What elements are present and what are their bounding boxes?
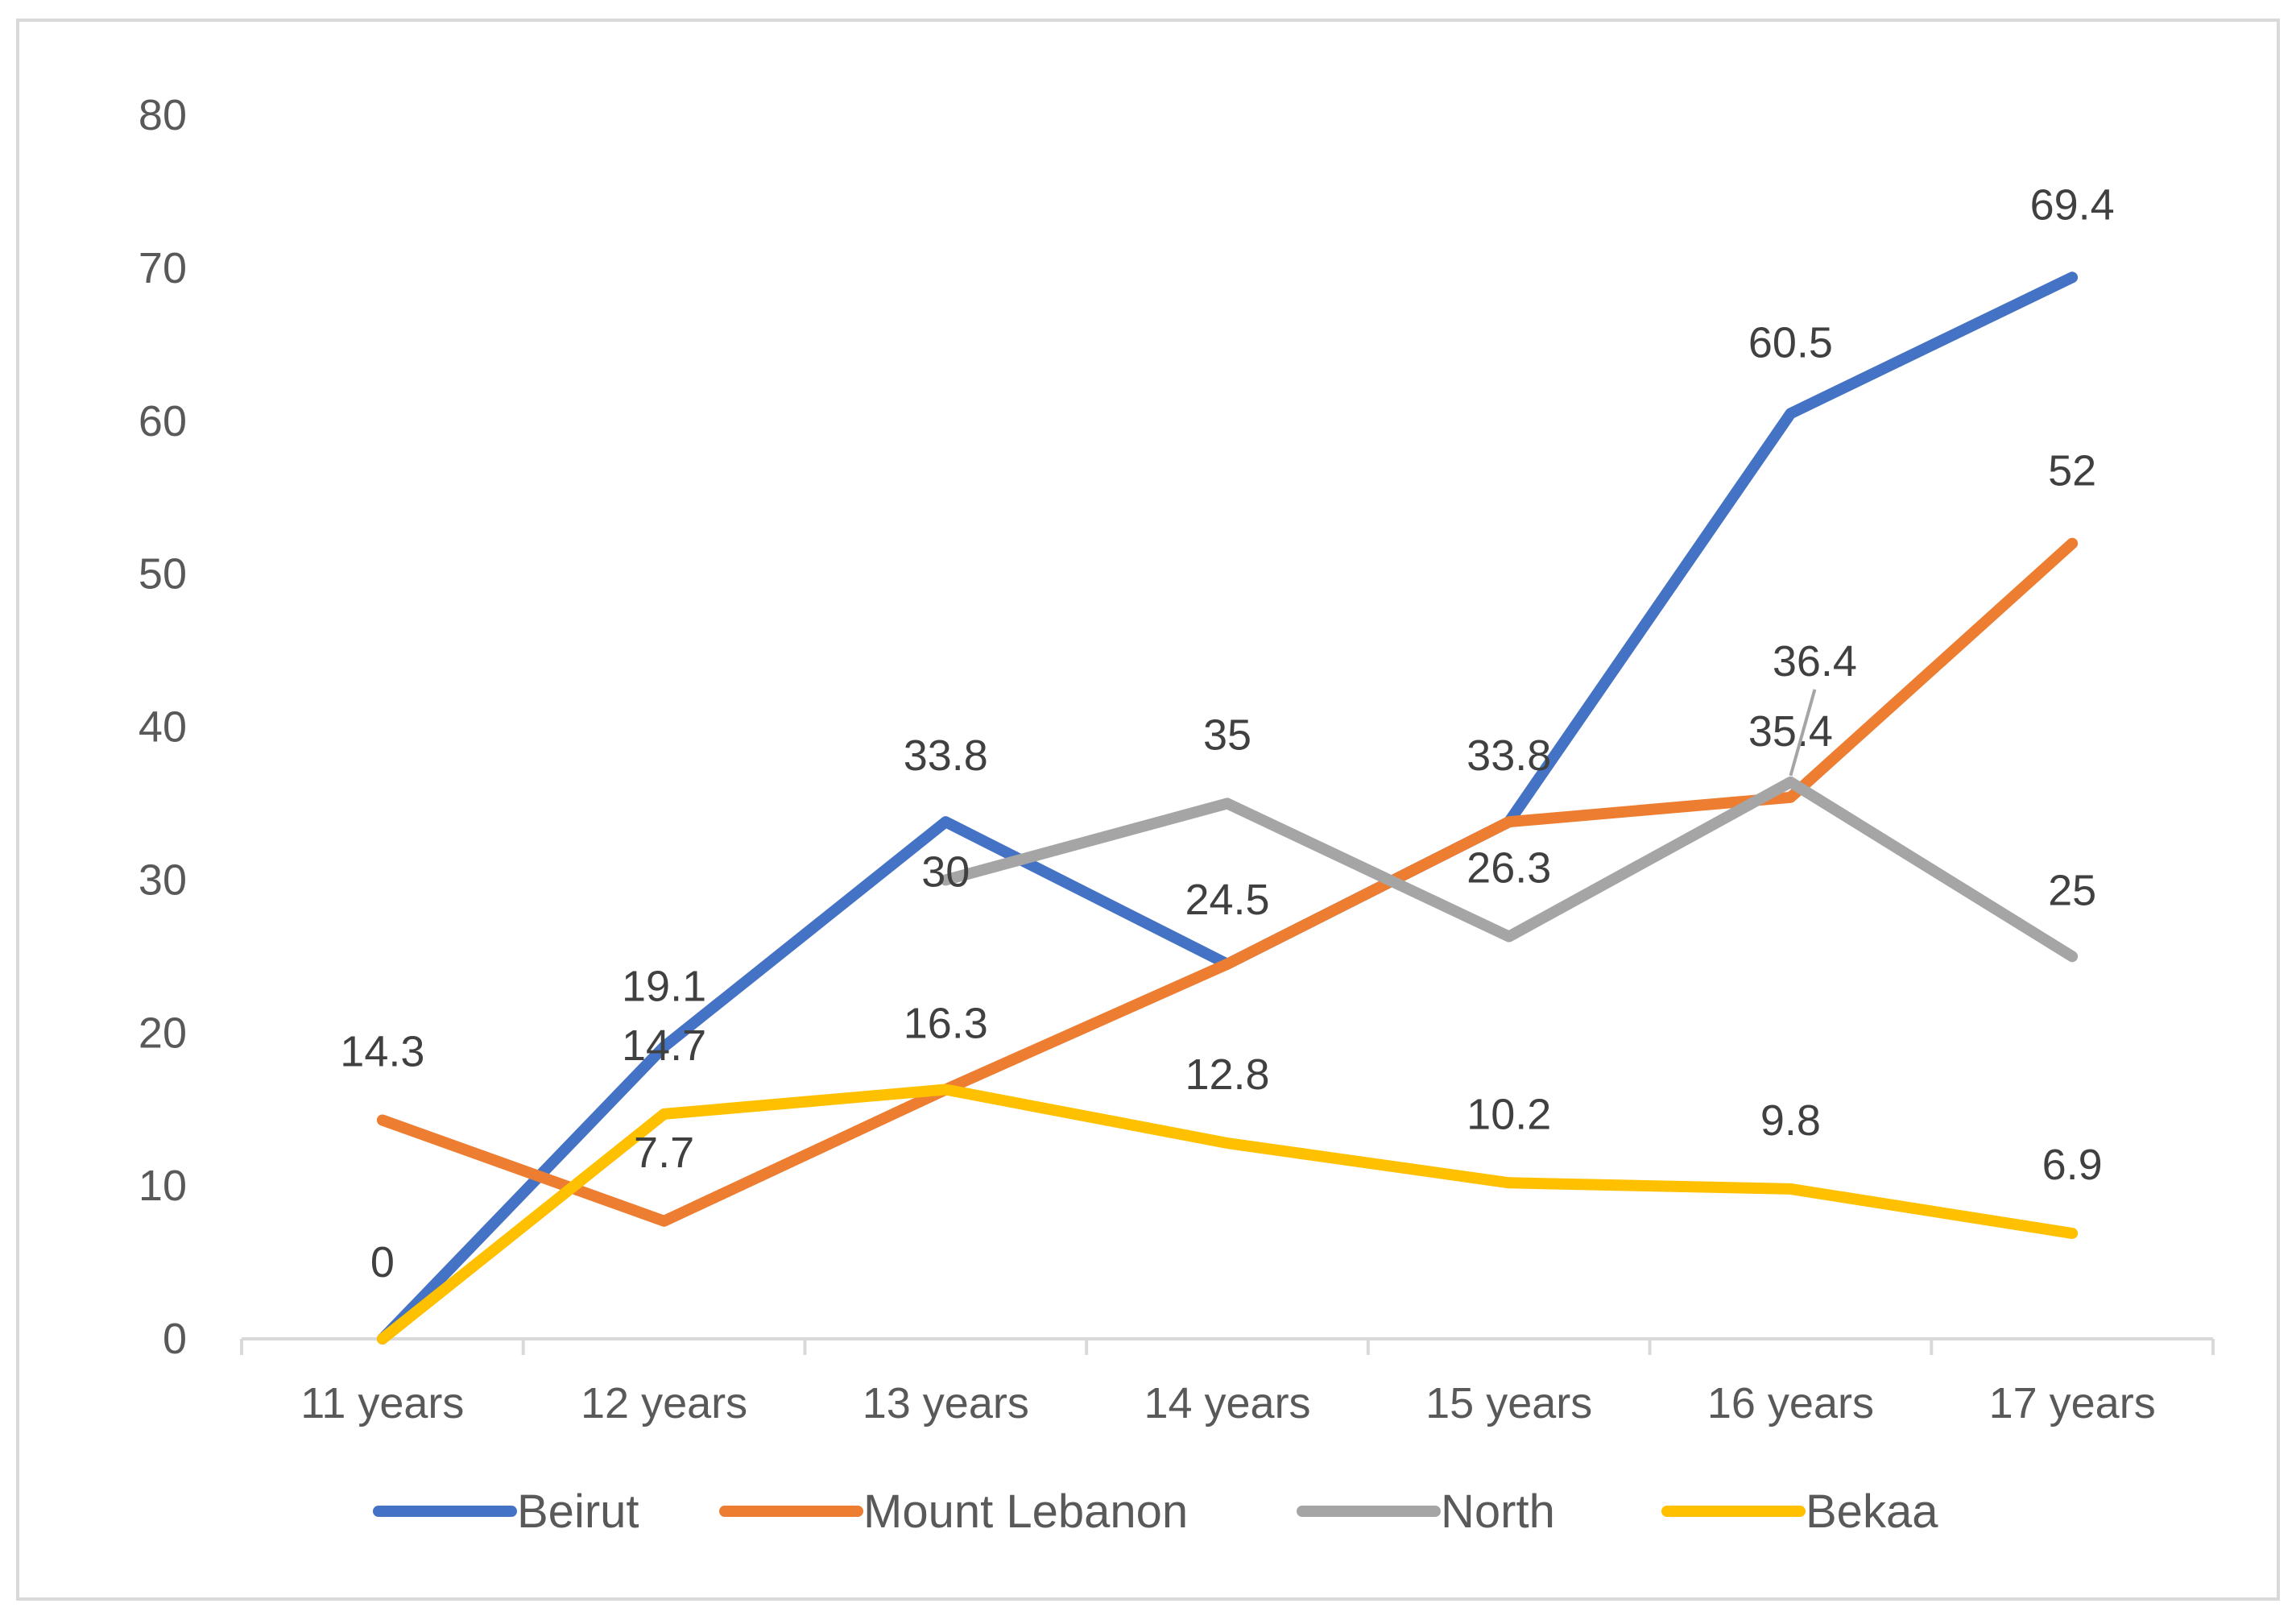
y-tick-label: 80 bbox=[139, 91, 187, 139]
data-label-leader-line bbox=[1789, 689, 1817, 777]
y-tick-label: 40 bbox=[139, 703, 187, 752]
legend: Beirut Mount Lebanon North Bekaa bbox=[373, 1485, 1938, 1538]
x-tick-label: 11 years bbox=[300, 1379, 464, 1427]
x-tick-label: 12 years bbox=[581, 1379, 747, 1427]
y-tick-label: 20 bbox=[139, 1009, 187, 1057]
x-tick-label: 16 years bbox=[1707, 1379, 1874, 1427]
data-label: 0 bbox=[370, 1238, 395, 1286]
series-line-north bbox=[940, 776, 2079, 963]
data-label: 12.8 bbox=[1185, 1050, 1269, 1099]
data-label: 35 bbox=[1203, 711, 1251, 759]
series-lines bbox=[376, 271, 2079, 1344]
legend-entry-label: Mount Lebanon bbox=[863, 1485, 1188, 1538]
data-label: 9.8 bbox=[1760, 1096, 1821, 1145]
y-tick-label: 50 bbox=[139, 550, 187, 599]
x-tick-label: 13 years bbox=[863, 1379, 1029, 1427]
series-line-bekaa bbox=[376, 1083, 2079, 1344]
data-label: 33.8 bbox=[1467, 731, 1551, 780]
x-tick-label: 17 years bbox=[1989, 1379, 2156, 1427]
data-label: 36.4 bbox=[1773, 637, 1857, 686]
data-label: 35.4 bbox=[1748, 707, 1833, 756]
data-label: 14.7 bbox=[622, 1021, 706, 1070]
y-tick-label: 10 bbox=[139, 1162, 187, 1210]
legend-entry-label: Beirut bbox=[517, 1485, 639, 1538]
legend-entry-label: North bbox=[1441, 1485, 1555, 1538]
legend-entry-label: Bekaa bbox=[1806, 1485, 1938, 1538]
data-label: 19.1 bbox=[622, 962, 706, 1010]
x-tick-label: 14 years bbox=[1144, 1379, 1310, 1427]
data-label: 14.3 bbox=[340, 1027, 424, 1075]
chart-border bbox=[16, 19, 2280, 1601]
data-label: 26.3 bbox=[1467, 844, 1551, 893]
data-label: 16.3 bbox=[904, 1000, 988, 1048]
y-tick-label: 30 bbox=[139, 856, 187, 904]
y-tick-label: 70 bbox=[139, 244, 187, 292]
axes: 11 years 12 years 13 years 14 years 15 years… bbox=[139, 91, 2215, 1427]
data-label: 60.5 bbox=[1748, 318, 1833, 367]
data-labels: 0 19.1 33.8 24.5 33.8 60.5 69.4 14.3 7.7 35.4 52 30… bbox=[340, 180, 2114, 1286]
data-label: 69.4 bbox=[2030, 180, 2115, 229]
data-label: 7.7 bbox=[634, 1129, 694, 1177]
data-label: 52 bbox=[2048, 447, 2096, 495]
data-label: 33.8 bbox=[904, 731, 988, 780]
y-tick-label: 0 bbox=[163, 1315, 187, 1363]
data-label: 25 bbox=[2048, 866, 2096, 914]
data-label: 6.9 bbox=[2042, 1141, 2103, 1189]
series-line-mount-lebanon bbox=[376, 537, 2079, 1227]
y-tick-label: 60 bbox=[139, 397, 187, 445]
data-label: 30 bbox=[921, 847, 970, 896]
data-label: 24.5 bbox=[1185, 876, 1269, 924]
x-tick-label: 15 years bbox=[1425, 1379, 1592, 1427]
data-label: 10.2 bbox=[1467, 1090, 1551, 1138]
